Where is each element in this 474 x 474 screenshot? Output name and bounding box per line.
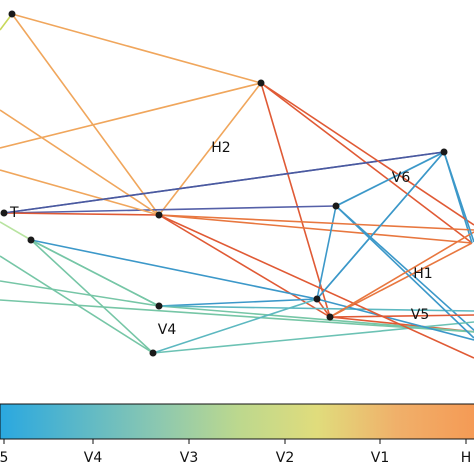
graph-edge-N5-N6 [158, 298, 318, 307]
graph-node-N8 [149, 349, 157, 357]
graph-node-N1 [257, 79, 265, 87]
graph-edge-extra-13 [158, 305, 474, 312]
graph-edge-extra-22 [316, 151, 445, 300]
graph-edge-extra-17 [158, 214, 474, 359]
graph-node-T [0, 209, 8, 217]
graph-edge-T-N2 [3, 212, 160, 216]
graph-node-N3 [332, 202, 340, 210]
node-label-H2: H2 [211, 140, 230, 156]
graph-edge-extra-2 [0, 169, 160, 216]
colorbar-tick-partial: 5 [0, 450, 8, 466]
graph-node-V6 [440, 148, 448, 156]
colorbar-gradient [0, 403, 474, 440]
node-label-T: T [9, 205, 19, 221]
node-label-H1: H1 [413, 266, 432, 282]
colorbar-tick-v3: V3 [180, 450, 198, 466]
graph-edge-extra-4 [3, 151, 445, 214]
graph-edge-N7-H1 [329, 242, 473, 318]
graph-node-N4 [27, 236, 35, 244]
graph-node-N2 [155, 211, 163, 219]
graph-edge-extra-18 [329, 231, 474, 318]
colorbar-tick-v1: V1 [371, 450, 389, 466]
graph-edge-extra-14 [316, 298, 474, 341]
graph-node-labels: H2 V6 T V4 H1 V5 [9, 140, 433, 338]
graph-node-top-left [8, 10, 16, 18]
graph-edge-extra-11 [152, 321, 474, 354]
graph-edge-top-left-N1 [11, 13, 262, 84]
graph-nodes [0, 10, 448, 357]
graph-edge-extra-1 [0, 109, 160, 216]
colorbar-tick-v4: V4 [84, 450, 103, 466]
colorbar-ticks: 5 V4 V3 V2 V1 H [0, 439, 471, 466]
graph-edge-extra-23 [335, 151, 445, 207]
graph-edge-extra-8 [0, 299, 474, 333]
graph-edge-extra-16 [158, 214, 474, 231]
node-label-V6: V6 [392, 170, 411, 186]
node-label-V4: V4 [158, 322, 177, 338]
colorbar: 5 V4 V3 V2 V1 H [0, 403, 474, 466]
graph-edge-extra-19 [329, 314, 474, 318]
graph-edge-N3-N6 [316, 205, 337, 300]
graph-node-N7 [326, 313, 334, 321]
graph-edge-extra-21 [443, 151, 474, 243]
colorbar-tick-v2: V2 [276, 450, 294, 466]
graph-node-N5 [155, 302, 163, 310]
graph-edge-extra-10 [30, 239, 154, 354]
graph-edge-extra-20 [260, 82, 474, 226]
graph-edge-T-N3 [3, 205, 337, 214]
graph-edge-N4-N6 [30, 239, 318, 300]
node-label-V5: V5 [411, 307, 429, 323]
colorbar-tick-h: H [461, 450, 472, 466]
graph-edge-extra-5 [0, 221, 32, 241]
graph-node-N6 [313, 295, 321, 303]
graph-edge-N1-N2 [158, 82, 262, 216]
graph-edge-N1-N7 [260, 82, 331, 318]
graph-edge-extra-9 [30, 239, 160, 307]
graph-edge-top-left-N2 [11, 13, 160, 216]
graph-edge-N2-H1 [158, 214, 473, 244]
graph-edge-extra-0 [0, 82, 262, 149]
graph-edges [0, 13, 474, 359]
graph-edge-extra-7 [0, 280, 160, 307]
